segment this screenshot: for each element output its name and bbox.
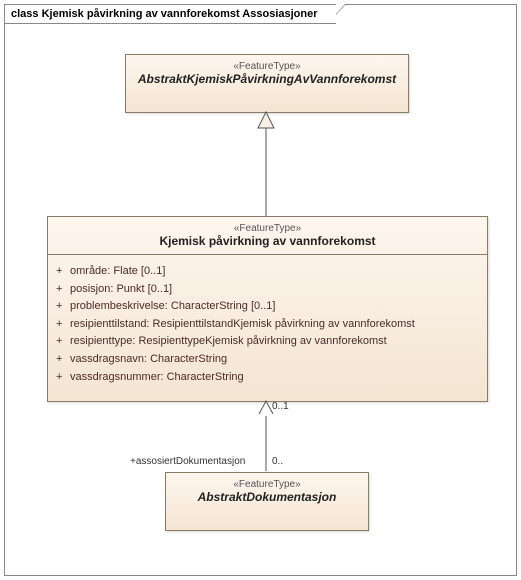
class-name: AbstraktKjemiskPåvirkningAvVannforekomst	[132, 72, 402, 86]
attribute-visibility: +	[56, 316, 70, 334]
stereotype: «FeatureType»	[172, 479, 362, 490]
attribute-visibility: +	[56, 281, 70, 299]
attribute-row: +resipienttype: ResipienttypeKjemisk påv…	[56, 333, 479, 351]
attribute-row: +resipienttilstand: ResipienttilstandKje…	[56, 316, 479, 334]
attribute-visibility: +	[56, 263, 70, 281]
stereotype: «FeatureType»	[54, 223, 481, 234]
frame-title: class Kjemisk påvirkning av vannforekoms…	[11, 8, 318, 20]
association-role: +assosiertDokumentasjon	[130, 456, 245, 467]
attribute-list: +område: Flate [0..1]+posisjon: Punkt [0…	[48, 255, 487, 396]
attribute-text: problembeskrivelse: CharacterString [0..…	[70, 298, 479, 316]
attribute-text: resipienttilstand: ResipienttilstandKjem…	[70, 316, 479, 334]
class-header: «FeatureType» AbstraktKjemiskPåvirkningA…	[126, 55, 408, 92]
multiplicity-bottom: 0..	[272, 456, 283, 467]
attribute-text: posisjon: Punkt [0..1]	[70, 281, 479, 299]
class-header: «FeatureType» Kjemisk påvirkning av vann…	[48, 217, 487, 254]
attribute-visibility: +	[56, 298, 70, 316]
class-name: AbstraktDokumentasjon	[172, 490, 362, 504]
class-header: «FeatureType» AbstraktDokumentasjon	[166, 473, 368, 510]
frame-title-tab: class Kjemisk påvirkning av vannforekoms…	[4, 4, 336, 24]
attribute-row: +vassdragsnummer: CharacterString	[56, 369, 479, 387]
attribute-text: vassdragsnummer: CharacterString	[70, 369, 479, 387]
attribute-row: +problembeskrivelse: CharacterString [0.…	[56, 298, 479, 316]
attribute-text: område: Flate [0..1]	[70, 263, 479, 281]
attribute-visibility: +	[56, 351, 70, 369]
multiplicity-top: 0..1	[272, 401, 289, 412]
attribute-visibility: +	[56, 369, 70, 387]
attribute-row: +område: Flate [0..1]	[56, 263, 479, 281]
class-abstrakt-kjemisk[interactable]: «FeatureType» AbstraktKjemiskPåvirkningA…	[125, 54, 409, 113]
attribute-row: +posisjon: Punkt [0..1]	[56, 281, 479, 299]
class-name: Kjemisk påvirkning av vannforekomst	[54, 234, 481, 248]
class-abstrakt-dokumentasjon[interactable]: «FeatureType» AbstraktDokumentasjon	[165, 472, 369, 531]
stereotype: «FeatureType»	[132, 61, 402, 72]
attribute-text: resipienttype: ResipienttypeKjemisk påvi…	[70, 333, 479, 351]
diagram-canvas: class Kjemisk påvirkning av vannforekoms…	[0, 0, 521, 580]
class-kjemisk-paavirkning[interactable]: «FeatureType» Kjemisk påvirkning av vann…	[47, 216, 488, 402]
attribute-text: vassdragsnavn: CharacterString	[70, 351, 479, 369]
attribute-row: +vassdragsnavn: CharacterString	[56, 351, 479, 369]
attribute-visibility: +	[56, 333, 70, 351]
